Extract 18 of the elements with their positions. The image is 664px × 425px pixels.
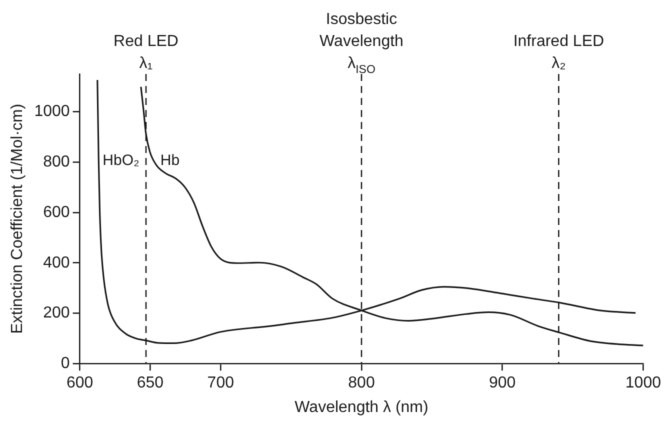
y-tick-label: 0 [60, 355, 70, 372]
x-axis-title: Wavelength λ (nm) [294, 398, 428, 416]
y-tick-label: 800 [43, 154, 70, 171]
ref-line-label: Red LED λ₁ [114, 33, 178, 72]
y-tick-label: 400 [43, 254, 70, 272]
x-tick-label: 1000 [625, 374, 662, 392]
ref-line-label: Infrared LED λ₂ [513, 33, 604, 72]
x-tick-label: 800 [348, 374, 375, 392]
series-label: Hb [160, 152, 180, 170]
y-tick-label: 600 [43, 204, 70, 221]
series-label: HbO₂ [102, 152, 140, 170]
y-tick-label: 1000 [34, 103, 70, 120]
x-tick-label: 650 [136, 374, 164, 392]
x-tick-label: 600 [66, 374, 94, 392]
x-tick-label: 900 [489, 374, 516, 392]
y-axis-title: Extinction Coefficient (1/Mol·cm) [9, 104, 26, 334]
x-tick-label: 700 [207, 374, 234, 392]
y-tick-label: 200 [43, 304, 70, 322]
